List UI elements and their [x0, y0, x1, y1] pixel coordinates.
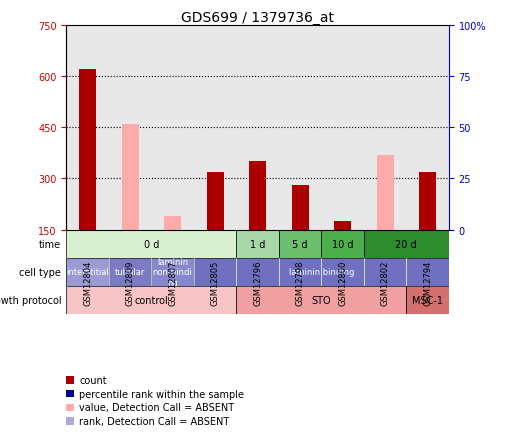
Text: GSM12804: GSM12804 [83, 260, 92, 305]
Bar [333, 221, 350, 230]
Bar [108, 258, 151, 286]
Bar [206, 172, 223, 230]
Text: interstitial: interstitial [66, 268, 109, 277]
Bar [66, 230, 236, 258]
Bar [278, 230, 321, 258]
Bar [66, 258, 108, 286]
Bar [321, 230, 363, 258]
Text: GSM12802: GSM12802 [380, 260, 389, 305]
Text: 20 d: 20 d [394, 239, 416, 249]
Text: STO: STO [311, 296, 330, 306]
Text: count: count [79, 375, 106, 385]
Text: control: control [134, 296, 168, 306]
Text: GSM12807: GSM12807 [168, 260, 177, 305]
Text: rank, Detection Call = ABSENT: rank, Detection Call = ABSENT [79, 417, 229, 426]
Bar [248, 162, 266, 230]
Bar [66, 286, 236, 315]
Text: growth protocol: growth protocol [0, 296, 61, 306]
Title: GDS699 / 1379736_at: GDS699 / 1379736_at [181, 11, 333, 25]
Bar [121, 125, 138, 230]
Bar [291, 186, 308, 230]
Bar [236, 286, 406, 315]
Text: 1 d: 1 d [249, 239, 265, 249]
Bar [236, 230, 278, 258]
Text: GSM12798: GSM12798 [295, 260, 304, 305]
Text: MSC-1: MSC-1 [411, 296, 442, 306]
Text: GSM12809: GSM12809 [125, 260, 134, 305]
Text: 0 d: 0 d [144, 239, 159, 249]
Bar [363, 230, 448, 258]
Bar [406, 286, 448, 315]
Text: time: time [39, 239, 61, 249]
Text: 10 d: 10 d [331, 239, 353, 249]
Text: GSM12794: GSM12794 [422, 260, 431, 305]
Text: 5 d: 5 d [292, 239, 307, 249]
Text: value, Detection Call = ABSENT: value, Detection Call = ABSENT [79, 403, 234, 412]
Text: tubular: tubular [115, 268, 145, 277]
Bar [193, 258, 448, 286]
Bar [164, 217, 181, 230]
Text: percentile rank within the sample: percentile rank within the sample [79, 389, 244, 398]
Bar [151, 258, 193, 286]
Text: GSM12805: GSM12805 [210, 260, 219, 305]
Text: laminin binding: laminin binding [288, 268, 353, 277]
Text: laminin
non-bindi
ng: laminin non-bindi ng [152, 257, 192, 287]
Text: GSM12800: GSM12800 [337, 260, 346, 305]
Text: cell type: cell type [19, 267, 61, 277]
Bar [418, 172, 435, 230]
Bar [79, 70, 96, 230]
Bar [376, 155, 393, 230]
Text: GSM12796: GSM12796 [252, 260, 262, 305]
